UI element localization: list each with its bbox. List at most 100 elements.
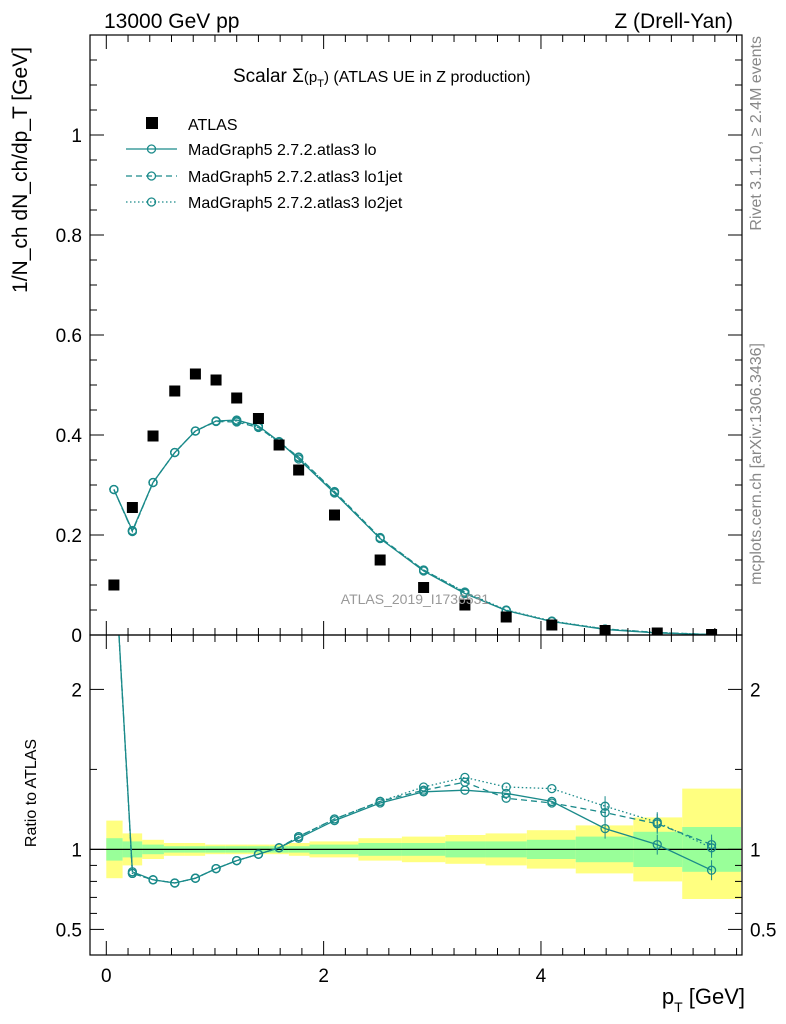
main-series-line-2	[113, 420, 712, 635]
ratio-series-2-point-8	[274, 843, 284, 853]
header-left-label: 13000 GeV pp	[104, 10, 239, 33]
ratio-ytick-label-left-1: 1	[71, 840, 82, 861]
title-main: Scalar	[233, 66, 292, 87]
atlas-data-point-10	[329, 509, 340, 521]
legend-marker-atlas	[146, 117, 158, 129]
main-series-line-3	[113, 420, 712, 635]
main-series-3-point-12	[418, 565, 429, 575]
x-tick-label-0: 0	[101, 966, 112, 987]
ratio-series-2-point-7	[253, 849, 264, 859]
ratio-series-2-point-10	[329, 814, 340, 824]
ratio-series-1-point-15	[547, 798, 557, 808]
atlas-data-point-8	[273, 439, 285, 451]
ratio-series-2-point-15	[547, 783, 557, 794]
ratio-series-2-point-9	[293, 831, 304, 842]
atlas-data-point-15	[546, 619, 558, 631]
ratio-series-line-2	[118, 635, 712, 884]
x-label-sub: T	[674, 999, 683, 1015]
atlas-data-point-9	[293, 464, 305, 476]
ratio-series-1-point-12	[418, 785, 429, 795]
ratio-series-2-point-3	[170, 878, 180, 888]
main-series-3-point-5	[211, 416, 221, 426]
atlas-data-point-1	[126, 502, 138, 513]
legend-label-lo: MadGraph5 2.7.2.atlas3 lo	[188, 142, 377, 159]
ratio-series-2-point-4	[190, 873, 201, 883]
legend: ATLAS MadGraph5 2.7.2.atlas3 lo MadGraph…	[126, 117, 403, 212]
ratio-series-0-point-14	[501, 788, 511, 799]
ratio-uncertainty-bands	[90, 788, 742, 899]
x-tick-label-1: 2	[318, 966, 329, 987]
main-ytick-label-1: 0.2	[56, 526, 82, 547]
title-sub: T	[317, 78, 324, 90]
atlas-data-point-18	[706, 629, 718, 635]
ratio-series-2-point-11	[375, 796, 385, 807]
title-arg: (p	[304, 69, 317, 86]
main-series-3-point-9	[293, 452, 304, 463]
legend-marker-lo2jet	[146, 197, 157, 207]
ratio-ytick-label-right-2: 2	[750, 680, 761, 701]
ratio-ticks: 0.5 0.5 1 1 2 2 0 2 4	[56, 635, 776, 987]
atlas-data-point-4	[189, 368, 201, 380]
ratio-series-2-point-6	[232, 855, 242, 866]
rivet-version-label: Rivet 3.1.10, ≥ 2.4M events	[748, 36, 765, 231]
ratio-series-2-point-1	[127, 868, 138, 879]
main-ytick-label-3: 0.6	[56, 326, 82, 347]
x-tick-label-2: 4	[536, 966, 547, 987]
main-series-3-point-13	[460, 587, 470, 597]
title-close: )	[324, 69, 329, 86]
main-series-3-point-6	[232, 416, 242, 426]
main-series-3-point-0	[109, 484, 119, 495]
ratio-series-1-point-13	[460, 777, 470, 787]
ratio-plot-marks	[118, 635, 717, 888]
main-series-3-point-4	[190, 426, 201, 436]
x-axis-label: pT [GeV]	[662, 984, 745, 1015]
atlas-data-point-17	[651, 627, 663, 635]
header-right-label: Z (Drell-Yan)	[614, 10, 733, 33]
ratio-y-axis-label: Ratio to ATLAS	[23, 739, 40, 847]
main-series-3-point-3	[170, 447, 180, 458]
main-ytick-label-4: 0.8	[56, 226, 82, 247]
main-series-3-point-10	[329, 487, 340, 497]
atlas-data-point-3	[169, 385, 181, 397]
plot-title: Scalar Σ(pT) (ATLAS UE in Z production)	[233, 66, 531, 90]
atlas-data-point-7	[252, 413, 264, 424]
legend-label-atlas: ATLAS	[188, 117, 238, 134]
analysis-watermark: ATLAS_2019_I1736531	[341, 591, 490, 607]
atlas-data-point-16	[599, 625, 611, 635]
ratio-series-1-point-14	[501, 793, 511, 803]
main-ytick-label-5: 1	[71, 126, 82, 147]
legend-marker-lo	[146, 144, 157, 154]
atlas-data-point-11	[374, 554, 386, 566]
main-y-axis-label: 1/N_ch dN_ch/dp_T [GeV]	[9, 47, 32, 293]
main-series-3-point-11	[375, 533, 385, 544]
main-ticks: 0 0.2 0.4 0.6 0.8 1	[56, 35, 742, 647]
atlas-data-point-0	[108, 579, 120, 591]
main-plot-marks	[108, 368, 718, 635]
atlas-data-point-13	[459, 599, 471, 611]
ratio-ytick-label-right-1: 1	[750, 840, 761, 861]
main-ytick-label-0: 0	[71, 626, 82, 647]
legend-marker-lo1jet	[146, 171, 157, 181]
ratio-panel: 0.5 0.5 1 1 2 2 0 2 4 Ratio to ATLAS pT [GeV]	[23, 634, 776, 1015]
legend-label-lo2jet: MadGraph5 2.7.2.atlas3 lo2jet	[188, 195, 403, 212]
ratio-series-group	[118, 635, 717, 888]
atlas-data-point-12	[418, 582, 430, 593]
atlas-data-point-2	[147, 430, 159, 442]
mcplots-label: mcplots.cern.ch [arXiv:1306.3436]	[748, 343, 765, 585]
x-label-main: p	[662, 984, 674, 1009]
ratio-series-2-point-5	[211, 863, 221, 874]
ratio-series-2-point-13	[460, 772, 470, 783]
title-sigma: Σ	[292, 66, 304, 87]
main-ytick-label-2: 0.4	[56, 426, 83, 447]
main-series-3-point-2	[148, 477, 158, 488]
ratio-ytick-label-left-2: 2	[71, 680, 82, 701]
ratio-series-2-point-12	[418, 782, 429, 792]
ratio-series-2-point-2	[148, 875, 158, 885]
atlas-data-point-5	[210, 374, 222, 386]
atlas-data-point-14	[500, 611, 512, 623]
ratio-ytick-label-right-0: 0.5	[750, 920, 776, 941]
title-rest: (ATLAS UE in Z production)	[329, 69, 531, 86]
main-panel: 0 0.2 0.4 0.6 0.8 1 Scalar Σ(pT) (ATLAS UE in…	[9, 34, 743, 647]
legend-label-lo1jet: MadGraph5 2.7.2.atlas3 lo1jet	[188, 169, 403, 186]
